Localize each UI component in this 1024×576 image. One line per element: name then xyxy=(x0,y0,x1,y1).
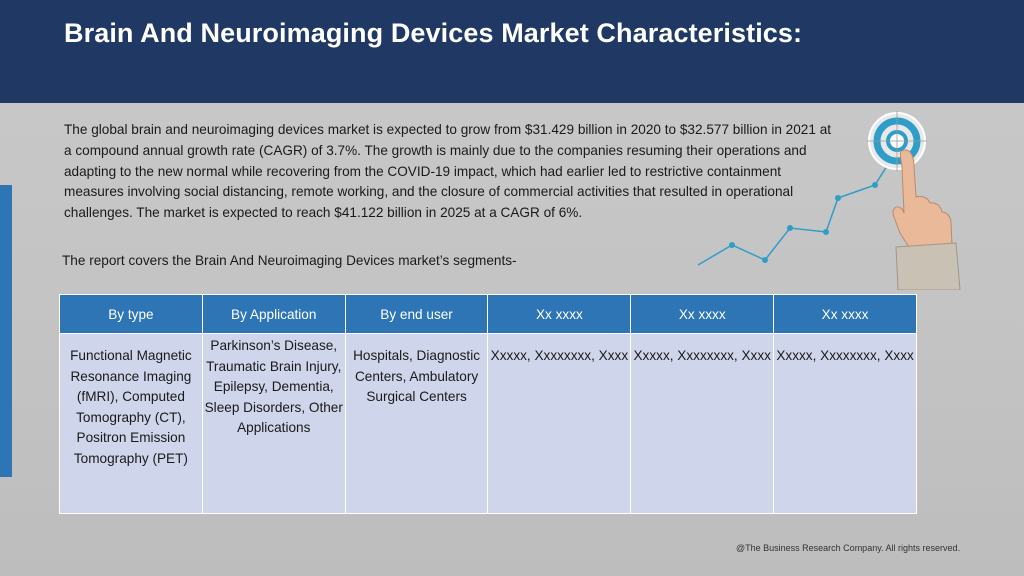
table-row: Functional Magnetic Resonance Imaging (f… xyxy=(59,333,917,514)
header-bar: Brain And Neuroimaging Devices Market Ch… xyxy=(0,0,1024,103)
table-cell: Xxxxx, Xxxxxxxx, Xxxx xyxy=(487,333,632,514)
table-cell: Parkinson’s Disease, Traumatic Brain Inj… xyxy=(201,333,346,514)
table-header-cell: Xx xxxx xyxy=(773,294,917,334)
table-cell: Functional Magnetic Resonance Imaging (f… xyxy=(59,333,203,514)
intro-paragraph: The global brain and neuroimaging device… xyxy=(64,122,832,221)
segments-intro-line: The report covers the Brain And Neuroima… xyxy=(62,253,517,268)
table-header-cell: By type xyxy=(59,294,203,334)
left-accent-bar xyxy=(0,185,12,477)
table-cell: Xxxxx, Xxxxxxxx, Xxxx xyxy=(773,333,917,514)
copyright-footer: @The Business Research Company. All righ… xyxy=(736,543,961,553)
table-cell: Xxxxx, Xxxxxxxx, Xxxx xyxy=(630,333,775,514)
table-header-cell: Xx xxxx xyxy=(630,294,775,334)
table-header-cell: By end user xyxy=(344,294,489,334)
table-header-row: By type By Application By end user Xx xx… xyxy=(59,294,917,334)
table-header-cell: Xx xxxx xyxy=(487,294,632,334)
hand-touching-target-icon xyxy=(697,111,961,290)
segments-table: By type By Application By end user Xx xx… xyxy=(59,294,917,514)
table-cell: Hospitals, Diagnostic Centers, Ambulator… xyxy=(344,333,489,514)
page-title: Brain And Neuroimaging Devices Market Ch… xyxy=(64,18,803,48)
table-header-cell: By Application xyxy=(201,294,346,334)
